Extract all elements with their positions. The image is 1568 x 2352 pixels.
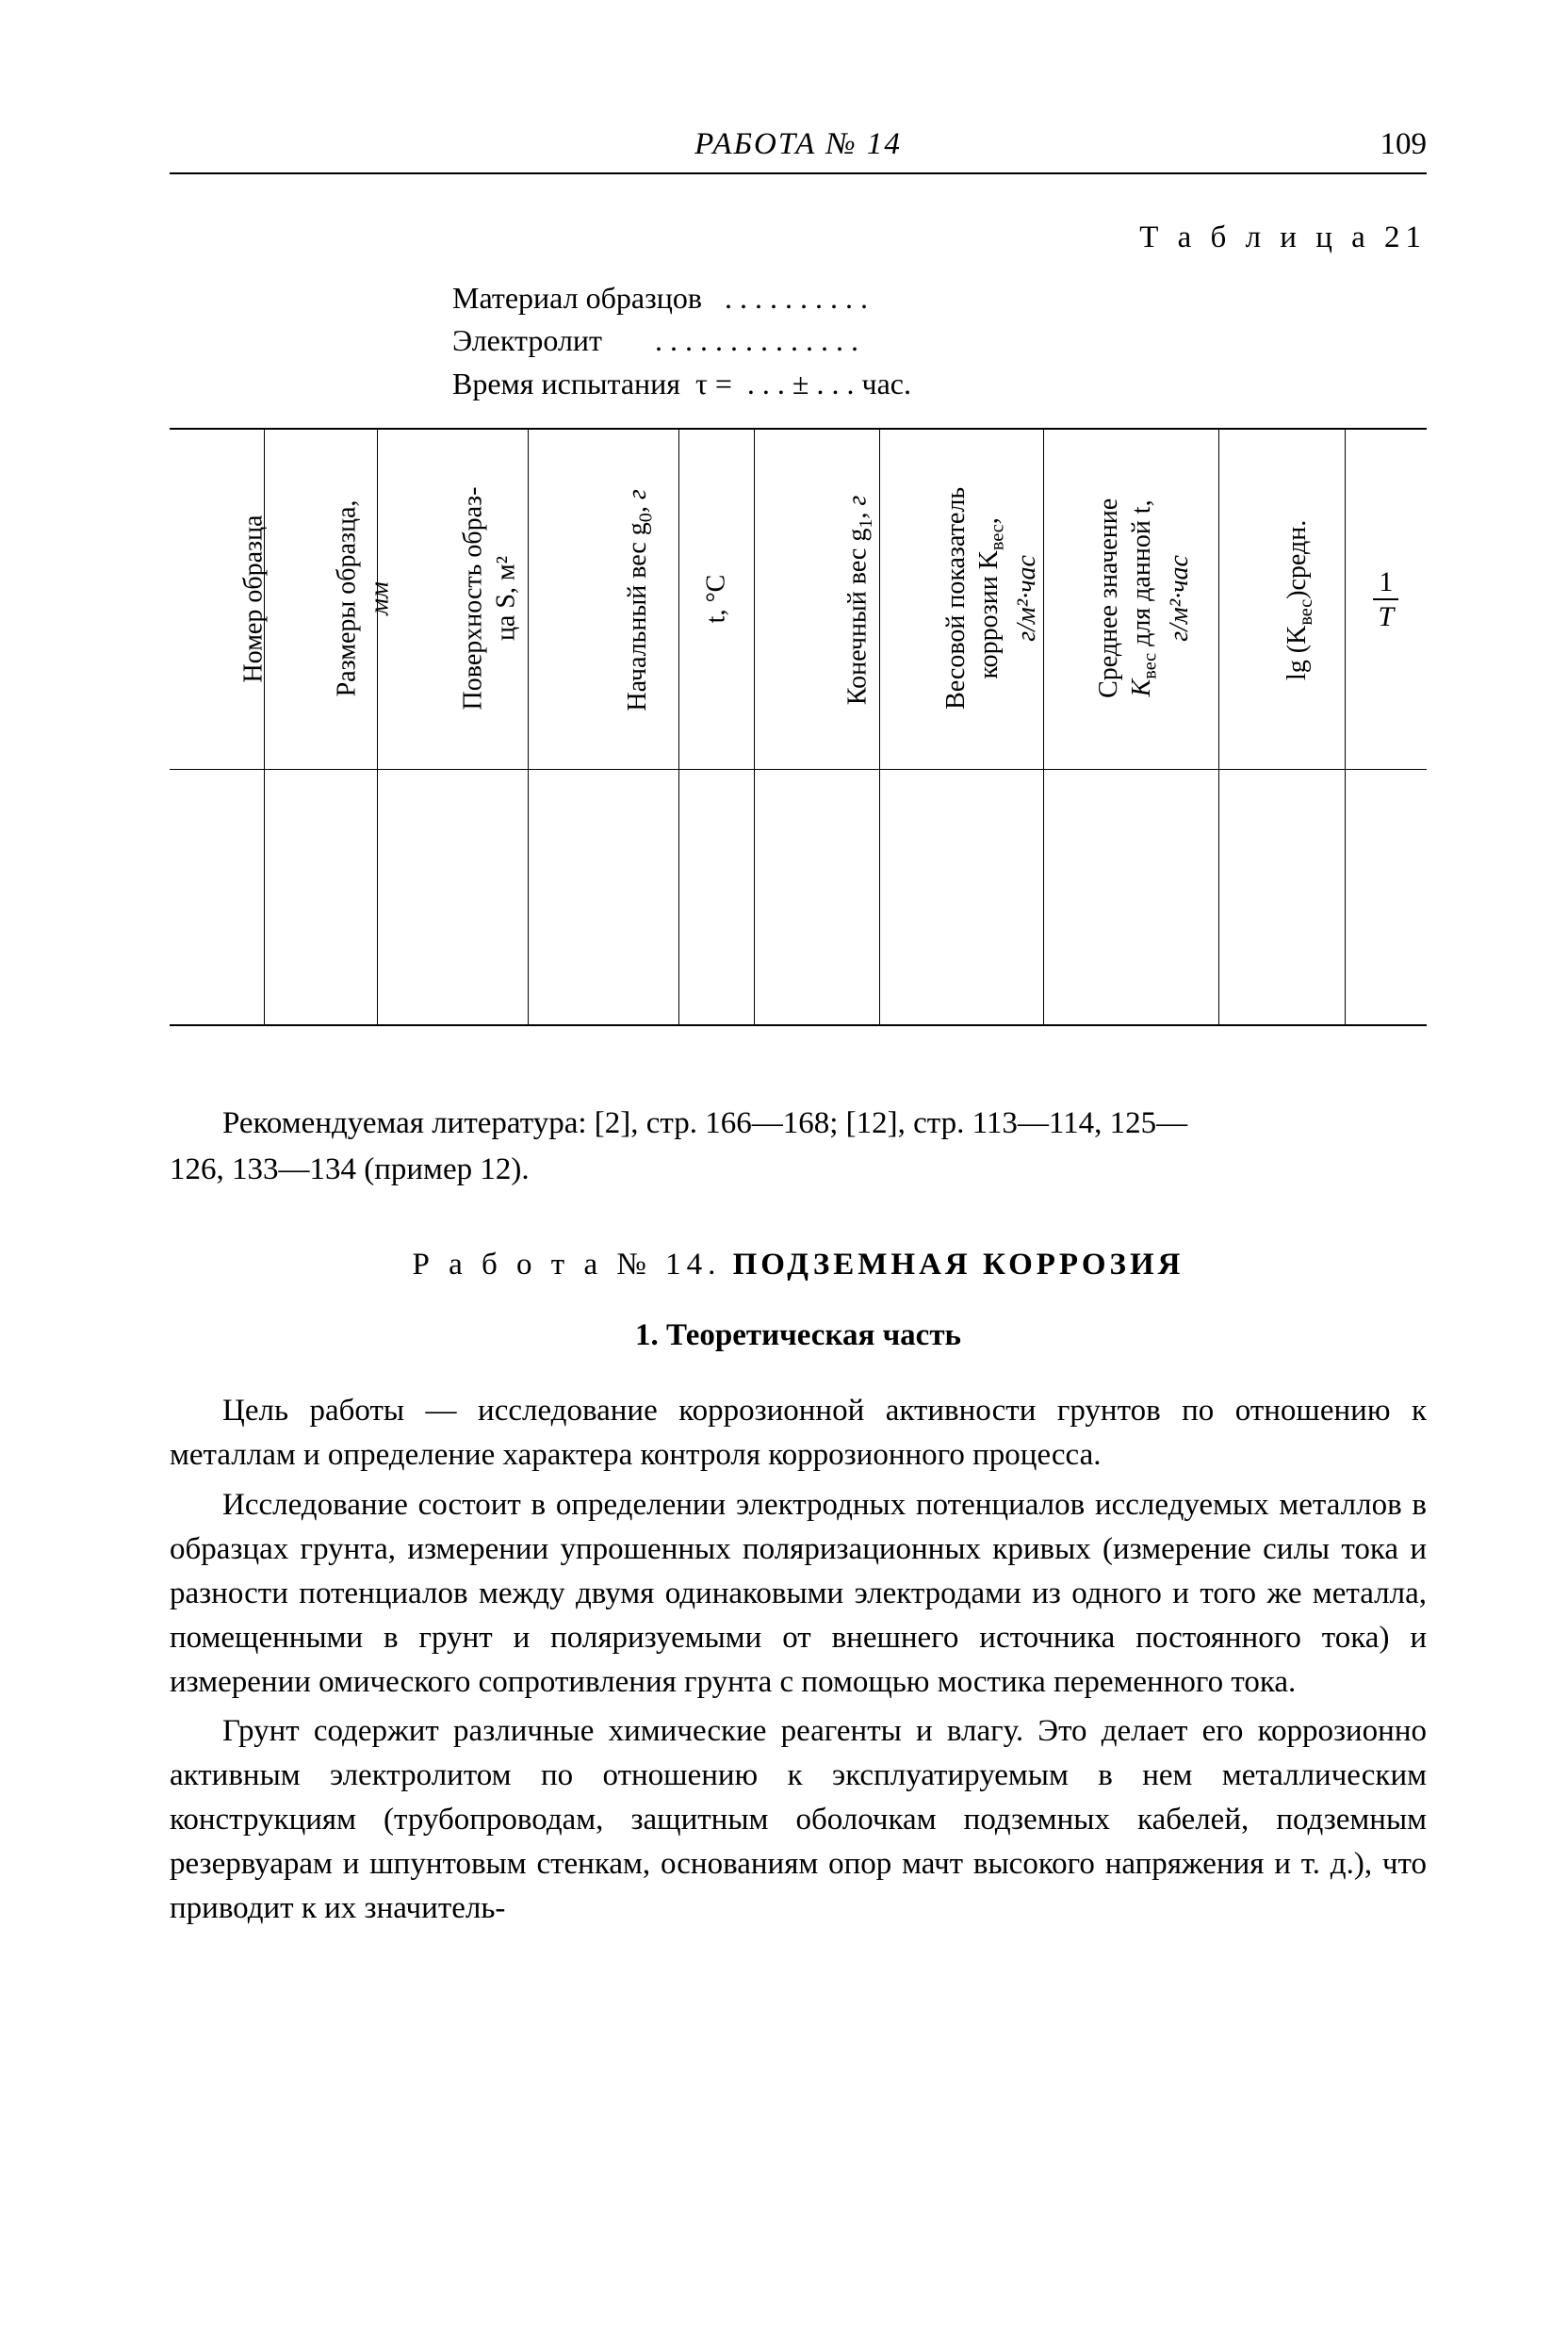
cell-8	[1043, 770, 1219, 1026]
paragraph-1: Цель работы — исследование коррозионной …	[170, 1389, 1427, 1478]
col-initial-weight-label: Начальный вес g0, г	[621, 489, 659, 710]
col-final-weight: Конечный вес g1, г	[754, 429, 879, 770]
cell-4	[528, 770, 678, 1026]
work-14-name: ПОДЗЕМНАЯ КОРРОЗИЯ	[721, 1248, 1184, 1282]
col-mean-value: Среднее значение Kвес для данной t, г/м²…	[1043, 429, 1219, 770]
section-1-title: 1. Теоретическая часть	[170, 1314, 1427, 1358]
col-weight-index-label: Весовой показатель коррозии Kвес, г/м²·ч…	[939, 487, 1043, 710]
form-line-time: Время испытания τ = . . . ± . . . час.	[452, 363, 1427, 405]
paragraph-2: Исследование состоит в определении элект…	[170, 1483, 1427, 1704]
col-sample-dimensions: Размеры образца, мм	[264, 429, 377, 770]
page-number: 109	[1323, 122, 1427, 167]
col-initial-weight: Начальный вес g0, г	[528, 429, 678, 770]
fraction-1-over-T: 1 T	[1373, 567, 1398, 632]
table-form-block: Материал образцов . . . . . . . . . . Эл…	[452, 277, 1427, 405]
table-caption: Т а б л и ц а 21	[170, 216, 1427, 260]
work-14-title: Р а б о т а № 14. ПОДЗЕМНАЯ КОРРОЗИЯ	[170, 1243, 1427, 1287]
cell-9	[1219, 770, 1345, 1026]
col-lg-k: lg (Kвес)средн.	[1219, 429, 1345, 770]
col-temperature-label: t, °C	[700, 575, 733, 624]
col-sample-number: Номер образца	[170, 429, 264, 770]
table-header-row: Номер образца Размеры образца, мм Поверх…	[170, 429, 1427, 770]
col-sample-dimensions-label: Размеры образца, мм	[330, 499, 396, 696]
table-21: Номер образца Размеры образца, мм Поверх…	[170, 428, 1427, 1026]
form-line-material: Материал образцов . . . . . . . . . .	[452, 277, 1427, 319]
table-body-row	[170, 770, 1427, 1026]
cell-6	[754, 770, 879, 1026]
form-line-electrolyte: Электролит . . . . . . . . . . . . . .	[452, 319, 1427, 362]
col-weight-index: Весовой показатель коррозии Kвес, г/м²·ч…	[880, 429, 1043, 770]
literature-line-2: 126, 133—134 (пример 12).	[170, 1148, 1427, 1192]
col-one-over-t: 1 T	[1345, 429, 1427, 770]
col-surface-label: Поверхность образ- ца S, м²	[456, 486, 522, 710]
cell-3	[377, 770, 528, 1026]
cell-1	[170, 770, 264, 1026]
paragraph-3: Грунт содержит различные химические реаг…	[170, 1709, 1427, 1930]
col-temperature: t, °C	[678, 429, 754, 770]
cell-2	[264, 770, 377, 1026]
col-surface: Поверхность образ- ца S, м²	[377, 429, 528, 770]
page: РАБОТА № 14 109 Т а б л и ц а 21 Материа…	[0, 0, 1568, 2352]
col-sample-number-label: Номер образца	[237, 515, 270, 683]
cell-5	[678, 770, 754, 1026]
work-14-lead: Р а б о т а № 14.	[413, 1248, 722, 1282]
cell-7	[880, 770, 1043, 1026]
col-final-weight-label: Конечный вес g1, г	[841, 496, 878, 705]
col-lg-k-label: lg (Kвес)средн.	[1282, 520, 1319, 680]
literature-line-1: Рекомендуемая литература: [2], стр. 166—…	[170, 1102, 1427, 1146]
header-center: РАБОТА № 14	[273, 122, 1323, 167]
cell-10	[1345, 770, 1427, 1026]
col-mean-value-label: Среднее значение Kвес для данной t, г/м²…	[1092, 498, 1196, 698]
running-header: РАБОТА № 14 109	[170, 122, 1427, 174]
